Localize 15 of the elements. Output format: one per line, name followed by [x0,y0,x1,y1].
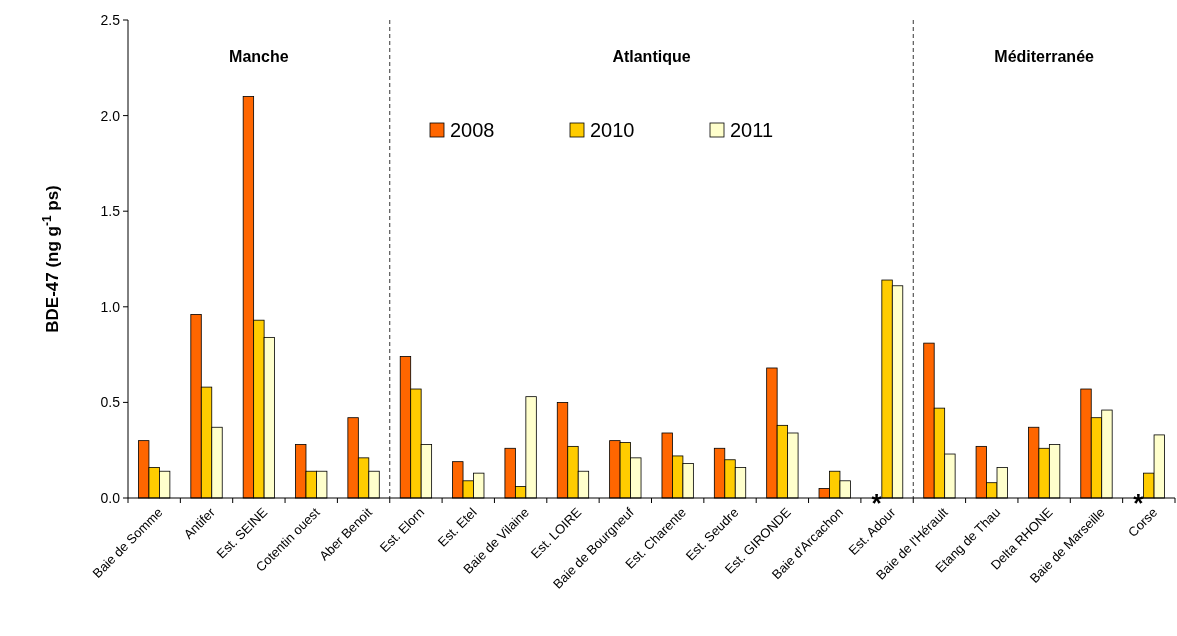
annotation: * [871,488,883,518]
y-tick-label: 1.5 [100,203,121,220]
annotation: Atlantique [612,48,691,65]
annotation: Méditerranée [994,48,1095,65]
y-tick-label: 0.5 [100,394,121,411]
annotation: * [1133,488,1145,518]
annotation: Manche [229,48,289,65]
y-tick-label: 1.0 [100,298,121,315]
y-tick-label: 2.0 [100,107,121,124]
x-tick-label: Est. Etel [434,504,480,550]
y-tick-label: 0.0 [100,489,121,506]
legend-label: 2010 [590,119,635,141]
legend-label: 2008 [450,119,495,141]
y-tick-label: 2.5 [100,11,121,28]
legend-label: 2011 [730,119,774,141]
